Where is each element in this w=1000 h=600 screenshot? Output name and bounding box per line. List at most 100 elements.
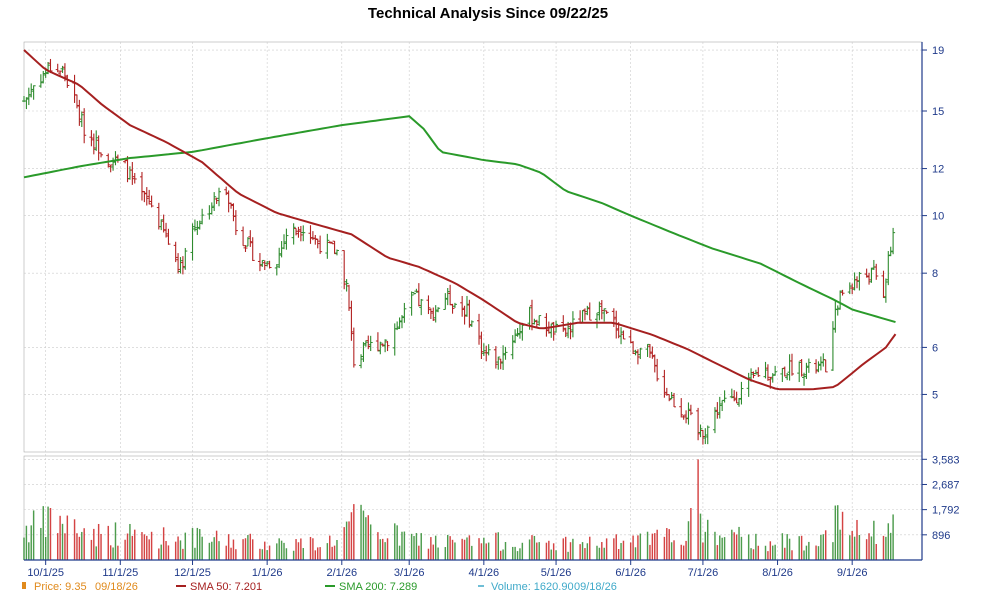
volume-bar [622, 540, 625, 560]
volume-bar [396, 525, 398, 560]
price-bar [460, 296, 465, 317]
price-bar [619, 327, 624, 345]
price-bar [94, 130, 99, 151]
volume-bar [569, 542, 572, 560]
volume-bar [309, 536, 312, 560]
volume-bar [191, 528, 194, 560]
volume-bar [398, 545, 401, 560]
volume-bar [639, 533, 642, 560]
volume-bar [832, 542, 834, 560]
legend-sma50-label: SMA 50: 7.201 [190, 581, 262, 593]
price-bar [561, 315, 566, 332]
price-bar [41, 71, 46, 84]
price-bar [732, 390, 737, 402]
price-bar [48, 58, 53, 74]
price-bar [486, 344, 491, 356]
price-bar [544, 313, 549, 337]
price-bar [55, 63, 60, 73]
price-bar [200, 208, 205, 225]
volume-bar [365, 517, 367, 560]
volume-bar [865, 539, 868, 560]
price-bar [756, 367, 761, 377]
volume-bar [531, 535, 533, 560]
volume-bar [165, 541, 167, 560]
price-bar [850, 283, 855, 295]
price-bar [414, 288, 419, 293]
price-bar [313, 235, 318, 245]
volume-bar [158, 548, 160, 560]
price-bar [871, 259, 876, 270]
volume-bar [731, 529, 733, 560]
price-bar [224, 186, 229, 196]
volume-bar [521, 542, 524, 560]
price-bar [26, 87, 31, 106]
volume-bar [242, 539, 244, 560]
volume-bar [536, 542, 538, 560]
legend-volume: Volume: 1620.90 09/18/26 [478, 581, 617, 593]
volume-bar [131, 535, 134, 560]
volume-bar [834, 505, 837, 560]
price-bar [763, 361, 768, 379]
legend-price-date: 09/18/26 [95, 581, 138, 593]
price-tick-label: 8 [932, 268, 938, 280]
legend-sma200-label: SMA 200: 7.289 [339, 581, 417, 593]
volume-bar [757, 545, 760, 560]
volume-bar [485, 543, 487, 560]
volume-bar [702, 542, 704, 560]
price-bar [209, 202, 214, 215]
price-bar [700, 429, 705, 445]
volume-bar [461, 538, 463, 560]
price-bar [582, 308, 587, 321]
price-bar [628, 329, 633, 344]
volume-bar [437, 547, 439, 560]
price-bar [867, 272, 872, 285]
price-bar [782, 366, 787, 377]
volume-bar [791, 550, 793, 560]
volume-bar [451, 539, 454, 560]
volume-bar [162, 527, 165, 560]
price-bar [378, 341, 383, 355]
price-bar [375, 332, 380, 352]
volume-bar [336, 539, 338, 560]
volume-bar [379, 539, 382, 560]
price-bar [840, 289, 845, 296]
price-bar [399, 315, 404, 329]
price-bar [802, 372, 807, 386]
volume-bar [141, 532, 143, 560]
volume-bar [666, 528, 668, 560]
price-bar [349, 300, 354, 341]
volume-bar [124, 539, 126, 560]
volume-bar [548, 540, 550, 560]
volume-bar [617, 549, 620, 560]
volume-bar [649, 544, 651, 560]
price-bar [380, 343, 385, 347]
price-bar [467, 299, 472, 328]
volume-bar [276, 543, 278, 560]
price-bar [132, 172, 137, 184]
price-bar [412, 292, 417, 295]
volume-bar [651, 533, 654, 560]
price-bar [409, 291, 414, 316]
volume-bar [815, 545, 817, 560]
price-bar [310, 231, 315, 241]
volume-bar [329, 535, 331, 560]
price-bar [334, 249, 339, 256]
price-bar [347, 284, 352, 311]
volume-bar [822, 534, 825, 560]
price-bar [260, 259, 265, 267]
volume-bar [798, 536, 800, 560]
volume-bar [750, 548, 752, 560]
volume-bar [784, 547, 786, 560]
volume-bar [362, 510, 365, 560]
volume-bar [146, 535, 148, 560]
price-bar [332, 240, 337, 255]
price-bar [633, 349, 638, 356]
volume-bar [495, 532, 497, 560]
volume-bar [808, 541, 810, 560]
price-bar [686, 402, 691, 425]
volume-bar [620, 543, 622, 560]
price-bars [22, 58, 896, 445]
price-bar [854, 276, 859, 289]
volume-bar [30, 525, 32, 560]
x-tick-label: 6/1/26 [615, 567, 646, 579]
